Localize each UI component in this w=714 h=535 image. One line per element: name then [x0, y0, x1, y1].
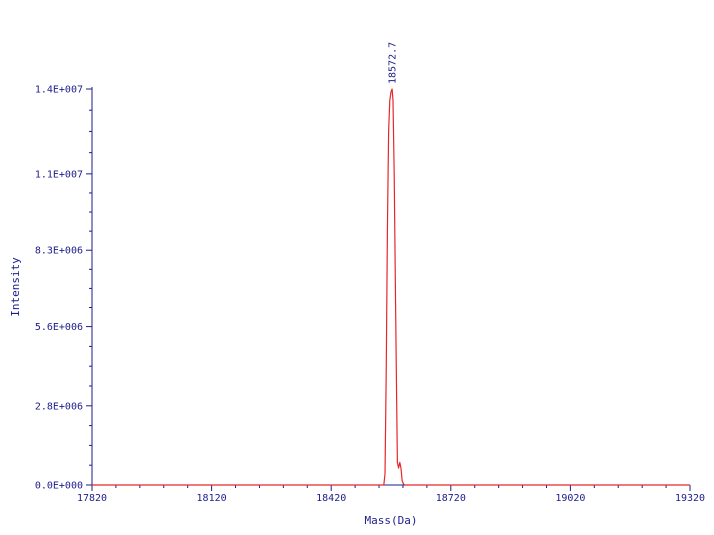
y-tick-label: 1.1E+007	[35, 169, 83, 180]
y-tick-label: 0.0E+000	[35, 481, 83, 492]
x-tick-label: 18120	[197, 493, 227, 504]
x-tick-label: 19320	[675, 493, 705, 504]
y-axis-ticks: 0.0E+000 2.8E+006 5.6E+006 8.3E+006 1.1E+007…	[35, 85, 92, 492]
x-tick-label: 19020	[555, 493, 585, 504]
series-layer	[92, 88, 690, 486]
y-tick-label: 8.3E+006	[35, 246, 83, 257]
x-tick-label: 18420	[316, 493, 346, 504]
peak-label: 18572.7	[388, 42, 399, 84]
y-tick-label: 1.4E+007	[35, 85, 83, 96]
x-tick-label: 17820	[77, 493, 107, 504]
x-tick-label: 18720	[436, 493, 466, 504]
annotation-layer: 18572.7	[388, 42, 399, 84]
spectrum-series-line	[92, 88, 690, 486]
y-tick-label: 2.8E+006	[35, 401, 83, 412]
y-axis-title: Intensity	[9, 257, 22, 317]
x-axis-title: Mass(Da)	[365, 514, 418, 527]
y-tick-label: 5.6E+006	[35, 322, 83, 333]
x-axis-ticks: 17820 18120 18420 18720 19020 19320	[77, 485, 705, 504]
